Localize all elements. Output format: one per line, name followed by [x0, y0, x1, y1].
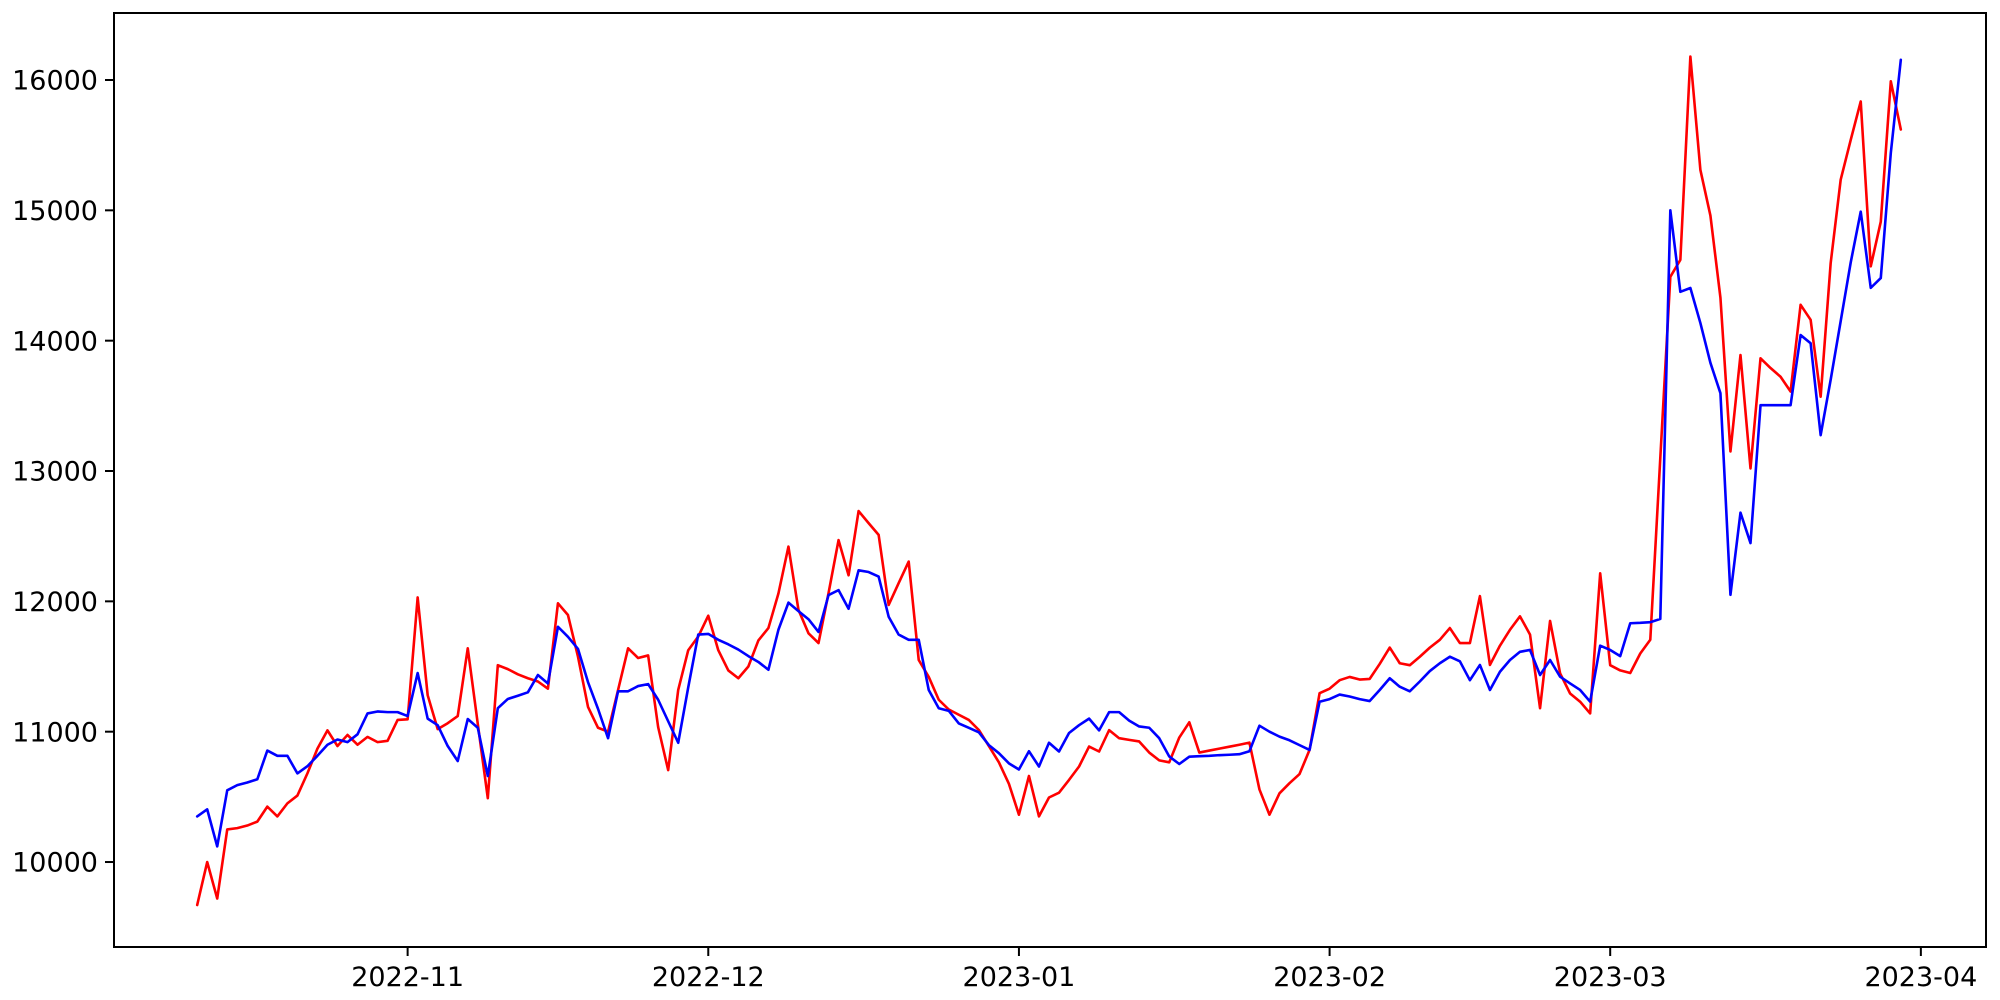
y-axis-tick-label: 13000	[12, 457, 98, 488]
plot-border	[113, 12, 1987, 948]
x-axis-tick-label: 2023-03	[1554, 962, 1667, 993]
plot-area	[114, 13, 1986, 947]
y-axis-tick-label: 16000	[12, 66, 98, 97]
x-axis-tick-label: 2022-11	[351, 962, 464, 993]
blue-line-series	[195, 58, 1903, 848]
x-axis-tick-label: 2022-12	[652, 962, 765, 993]
x-axis-tick-label: 2023-02	[1273, 962, 1386, 993]
x-axis-tick-label: 2023-04	[1864, 962, 1977, 993]
y-axis-tick-label: 15000	[12, 196, 98, 227]
y-axis-tick-label: 12000	[12, 587, 98, 618]
y-axis-tick-label: 11000	[12, 717, 98, 748]
y-axis-tick-label: 10000	[12, 848, 98, 879]
x-axis-tick-label: 2023-01	[963, 962, 1076, 993]
y-axis-tick-label: 14000	[12, 326, 98, 357]
